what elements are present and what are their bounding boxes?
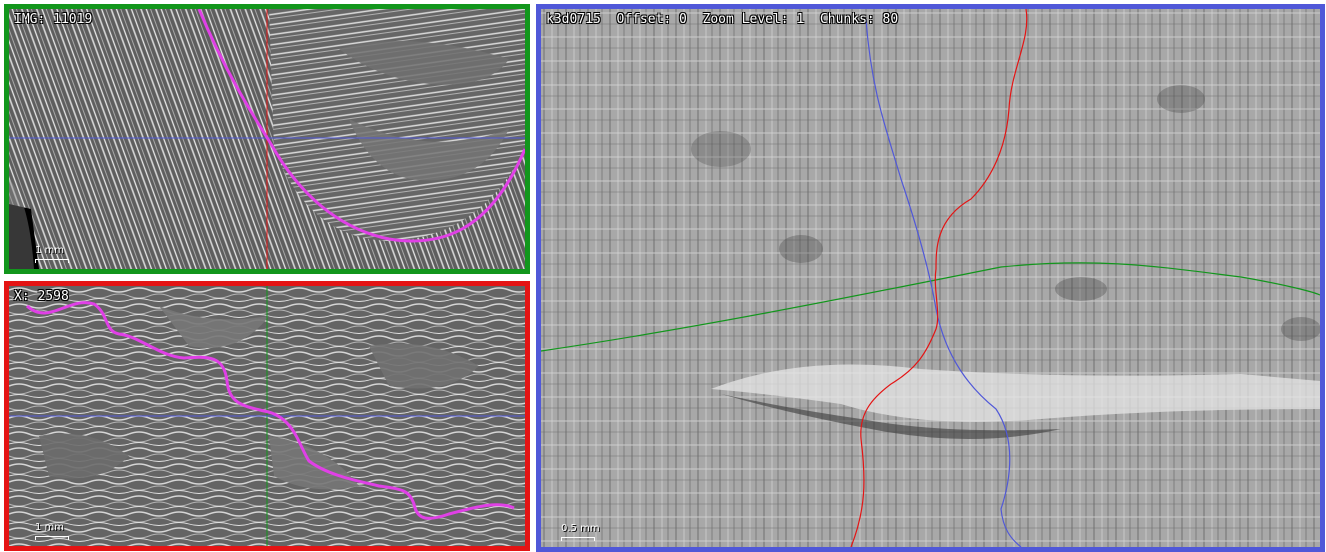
scale-bar-line (35, 536, 69, 540)
scale-bar-label: 0.5 mm (561, 523, 600, 534)
slice-viewport-top[interactable]: IMG: 11019 1 mm (4, 4, 530, 274)
scale-bar-label: 1 mm (35, 522, 65, 533)
scale-bar: 0.5 mm (561, 523, 601, 543)
image-index-label: IMG: 11019 (14, 12, 93, 27)
volume-status-label: k3d0715 Offset: 0 Zoom Level: 1 Chunks: … (546, 12, 899, 27)
volume-viewport[interactable]: k3d0715 Offset: 0 Zoom Level: 1 Chunks: … (536, 4, 1325, 552)
scale-bar-line (561, 537, 595, 541)
segmentation-curve (197, 9, 525, 243)
slice-viewport-bottom[interactable]: X: 2598 1 mm (4, 281, 530, 551)
scale-bar-line (35, 259, 69, 263)
x-coordinate-label: X: 2598 (14, 289, 69, 304)
scale-bar: 1 mm (35, 522, 75, 542)
segmentation-curve (25, 301, 515, 520)
slice-image-top[interactable] (9, 9, 525, 269)
slice-image-bottom[interactable] (9, 286, 525, 546)
scale-bar: 1 mm (35, 245, 75, 265)
volume-image[interactable] (541, 9, 1320, 547)
scale-bar-label: 1 mm (35, 245, 65, 256)
